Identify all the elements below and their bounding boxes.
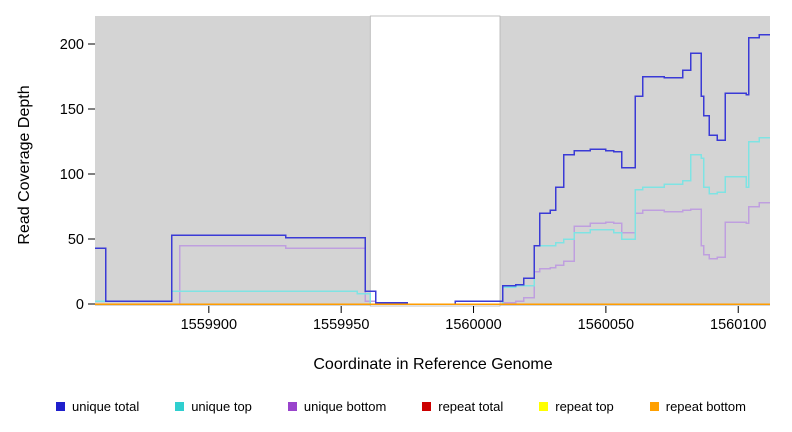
legend-swatch-repeat-total bbox=[422, 402, 432, 411]
legend-label-repeat-total: repeat total bbox=[438, 399, 504, 414]
legend-item-unique-top: unique top bbox=[175, 399, 252, 414]
series-line-unique-bottom bbox=[95, 201, 770, 305]
legend-swatch-repeat-top bbox=[539, 402, 549, 411]
y-tick-label: 50 bbox=[68, 232, 84, 248]
legend-swatch-repeat-bottom bbox=[649, 402, 659, 411]
x-tick-label: 1559900 bbox=[181, 317, 237, 333]
x-tick-label: 1560100 bbox=[710, 317, 766, 333]
x-tick-label: 1560050 bbox=[578, 317, 634, 333]
series-line-unique-top bbox=[95, 136, 770, 305]
legend-swatch-unique-total bbox=[56, 402, 65, 411]
legend-swatch-unique-top bbox=[175, 402, 185, 411]
y-tick-label: 0 bbox=[76, 297, 84, 313]
legend: unique total unique top unique bottom repea… bbox=[0, 399, 792, 414]
legend-label-unique-bottom: unique bottom bbox=[303, 399, 387, 414]
legend-item-repeat-total: repeat total bbox=[422, 399, 503, 414]
y-tick-label: 150 bbox=[60, 102, 84, 118]
legend-label-repeat-top: repeat top bbox=[555, 399, 614, 414]
x-tick-label: 1560000 bbox=[445, 317, 501, 333]
series-line-unique-total bbox=[95, 34, 770, 305]
legend-item-repeat-bottom: repeat bottom bbox=[649, 399, 746, 414]
legend-item-unique-total: unique total bbox=[56, 399, 139, 414]
legend-swatch-unique-bottom bbox=[287, 402, 297, 411]
y-tick-label: 200 bbox=[60, 37, 84, 53]
coverage-plot-canvas: 1559900 1559950 1560000 1560050 1560100 0 50 10… bbox=[60, 15, 770, 333]
y-axis-label: Read Coverage Depth bbox=[16, 85, 33, 245]
legend-label-unique-top: unique top bbox=[191, 399, 252, 414]
legend-item-unique-bottom: unique bottom bbox=[287, 399, 387, 414]
legend-item-repeat-top: repeat top bbox=[539, 399, 614, 414]
x-axis-label: Coordinate in Reference Genome bbox=[313, 356, 553, 373]
legend-label-unique-total: unique total bbox=[72, 399, 140, 414]
x-tick-label: 1559950 bbox=[313, 317, 369, 333]
y-tick-label: 100 bbox=[60, 167, 84, 183]
legend-label-repeat-bottom: repeat bottom bbox=[665, 399, 746, 414]
uncovered-region bbox=[369, 15, 501, 307]
